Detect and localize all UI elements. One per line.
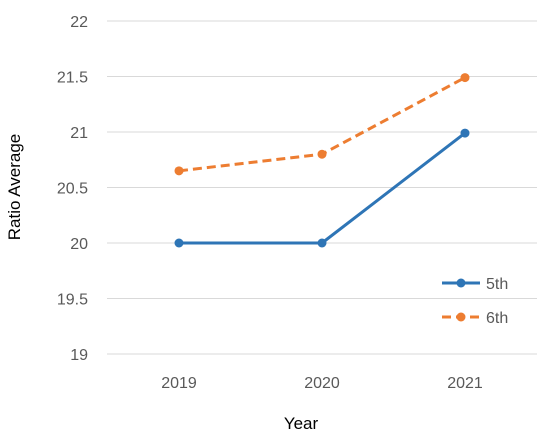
series-lines — [174, 73, 470, 248]
y-tick-label: 19 — [70, 347, 88, 364]
series-line — [179, 131, 466, 245]
data-point — [460, 73, 470, 83]
legend-entry-6th: 6th — [442, 310, 508, 327]
gridlines — [107, 20, 537, 355]
x-axis-title: Year — [284, 414, 319, 433]
x-axis-tick-labels: 2019 2020 2021 — [161, 375, 483, 392]
legend-label: 5th — [486, 276, 508, 293]
legend: 5th 6th — [442, 276, 508, 327]
series-5th — [174, 128, 470, 248]
y-tick-label: 21 — [70, 125, 88, 142]
legend-entry-5th: 5th — [442, 276, 508, 293]
y-tick-label: 22 — [70, 14, 88, 31]
x-tick-label: 2020 — [304, 375, 340, 392]
legend-label: 6th — [486, 310, 508, 327]
legend-marker — [456, 278, 466, 288]
data-point — [174, 166, 184, 176]
data-point — [460, 128, 470, 138]
legend-marker — [456, 312, 466, 322]
data-point — [174, 238, 184, 248]
y-tick-label: 21.5 — [57, 70, 88, 87]
y-axis-title: Ratio Average — [5, 134, 24, 240]
x-tick-label: 2019 — [161, 375, 197, 392]
y-axis-tick-labels: 19 19.5 20 20.5 21 21.5 22 — [57, 14, 88, 364]
data-point — [317, 149, 327, 159]
y-tick-label: 19.5 — [57, 292, 88, 309]
data-point — [317, 238, 327, 248]
y-tick-label: 20.5 — [57, 181, 88, 198]
x-tick-label: 2021 — [447, 375, 483, 392]
y-tick-label: 20 — [70, 236, 88, 253]
series-6th — [174, 73, 470, 176]
